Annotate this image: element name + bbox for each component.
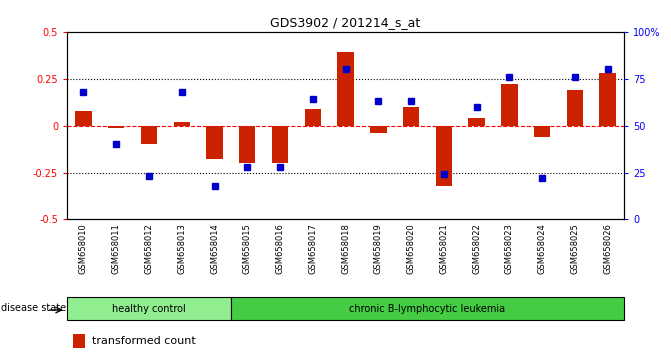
Title: GDS3902 / 201214_s_at: GDS3902 / 201214_s_at bbox=[270, 16, 421, 29]
Text: GSM658012: GSM658012 bbox=[144, 223, 154, 274]
Text: GSM658013: GSM658013 bbox=[177, 223, 187, 274]
Text: GSM658024: GSM658024 bbox=[537, 223, 547, 274]
Bar bbox=[272, 126, 289, 163]
Bar bbox=[72, 334, 85, 348]
FancyBboxPatch shape bbox=[67, 297, 231, 320]
Bar bbox=[141, 126, 157, 144]
Text: GSM658019: GSM658019 bbox=[374, 223, 383, 274]
Bar bbox=[534, 126, 550, 137]
Text: GSM658011: GSM658011 bbox=[112, 223, 121, 274]
Text: GSM658014: GSM658014 bbox=[210, 223, 219, 274]
Bar bbox=[305, 109, 321, 126]
Bar bbox=[599, 73, 616, 126]
Text: GSM658018: GSM658018 bbox=[341, 223, 350, 274]
Text: GSM658021: GSM658021 bbox=[440, 223, 448, 274]
Text: GSM658016: GSM658016 bbox=[276, 223, 285, 274]
FancyBboxPatch shape bbox=[231, 297, 624, 320]
Text: GSM658026: GSM658026 bbox=[603, 223, 612, 274]
Bar bbox=[567, 90, 583, 126]
Bar bbox=[338, 52, 354, 126]
Text: GSM658010: GSM658010 bbox=[79, 223, 88, 274]
Bar bbox=[370, 126, 386, 133]
Text: chronic B-lymphocytic leukemia: chronic B-lymphocytic leukemia bbox=[350, 304, 505, 314]
Text: GSM658023: GSM658023 bbox=[505, 223, 514, 274]
Text: GSM658015: GSM658015 bbox=[243, 223, 252, 274]
Bar bbox=[174, 122, 190, 126]
Text: healthy control: healthy control bbox=[112, 304, 186, 314]
Text: disease state: disease state bbox=[1, 303, 66, 313]
Bar bbox=[501, 84, 517, 126]
Bar bbox=[239, 126, 256, 163]
Text: transformed count: transformed count bbox=[92, 336, 196, 346]
Text: GSM658017: GSM658017 bbox=[308, 223, 317, 274]
Bar bbox=[207, 126, 223, 159]
Text: GSM658022: GSM658022 bbox=[472, 223, 481, 274]
Text: GSM658025: GSM658025 bbox=[570, 223, 579, 274]
Bar bbox=[75, 111, 92, 126]
Bar bbox=[435, 126, 452, 186]
Text: GSM658020: GSM658020 bbox=[407, 223, 415, 274]
Bar bbox=[403, 107, 419, 126]
Bar bbox=[468, 118, 485, 126]
Bar bbox=[108, 126, 124, 127]
